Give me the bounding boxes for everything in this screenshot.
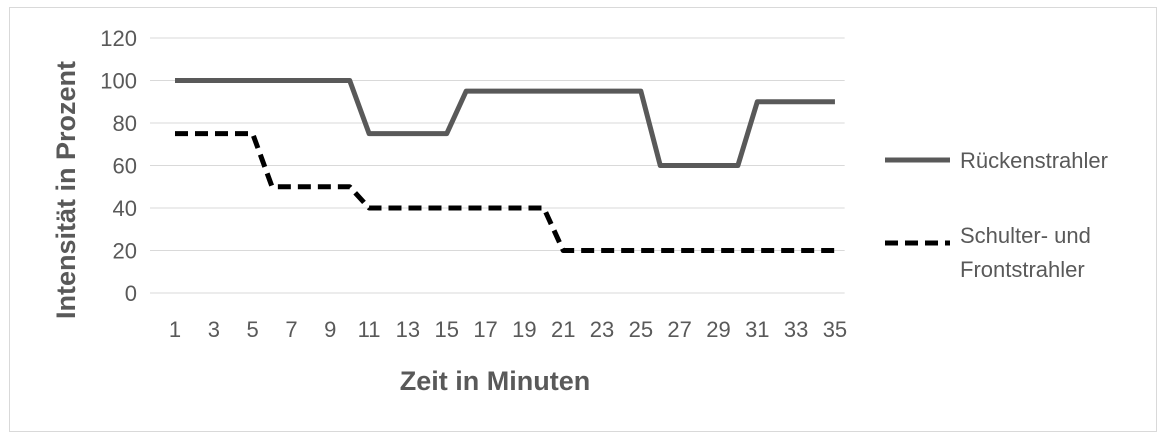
x-tick-label: 23 [590, 317, 614, 342]
y-tick-label: 120 [100, 26, 137, 51]
series-line-2 [175, 131, 835, 253]
y-tick-label: 80 [113, 111, 137, 136]
x-tick-label: 35 [823, 317, 847, 342]
x-tick-label: 3 [208, 317, 220, 342]
x-tick-label: 19 [512, 317, 536, 342]
x-tick-label: 9 [324, 317, 336, 342]
series-line-1 [175, 78, 835, 168]
y-axis-title: Intensität in Prozent [51, 61, 81, 319]
x-axis-title: Zeit in Minuten [400, 366, 590, 396]
chart-frame [9, 7, 1157, 432]
y-tick-label: 60 [113, 154, 137, 179]
x-tick-label: 31 [745, 317, 769, 342]
y-tick-label: 20 [113, 239, 137, 264]
legend-label: Frontstrahler [960, 257, 1085, 282]
x-tick-label: 15 [435, 317, 459, 342]
x-tick-label: 25 [629, 317, 653, 342]
x-tick-label: 27 [667, 317, 691, 342]
x-tick-label: 5 [247, 317, 259, 342]
x-tick-label: 13 [396, 317, 420, 342]
x-tick-label: 1 [169, 317, 181, 342]
y-tick-label: 100 [100, 69, 137, 94]
x-tick-label: 11 [358, 317, 381, 342]
legend-label: Schulter- und [960, 223, 1091, 248]
x-tick-label: 21 [551, 317, 575, 342]
y-tick-label: 40 [113, 196, 137, 221]
x-tick-label: 29 [706, 317, 730, 342]
x-tick-label: 33 [784, 317, 808, 342]
x-tick-label: 7 [285, 317, 297, 342]
x-tick-label: 17 [473, 317, 497, 342]
legend-label: Rückenstrahler [960, 148, 1108, 173]
y-tick-label: 0 [125, 281, 137, 306]
